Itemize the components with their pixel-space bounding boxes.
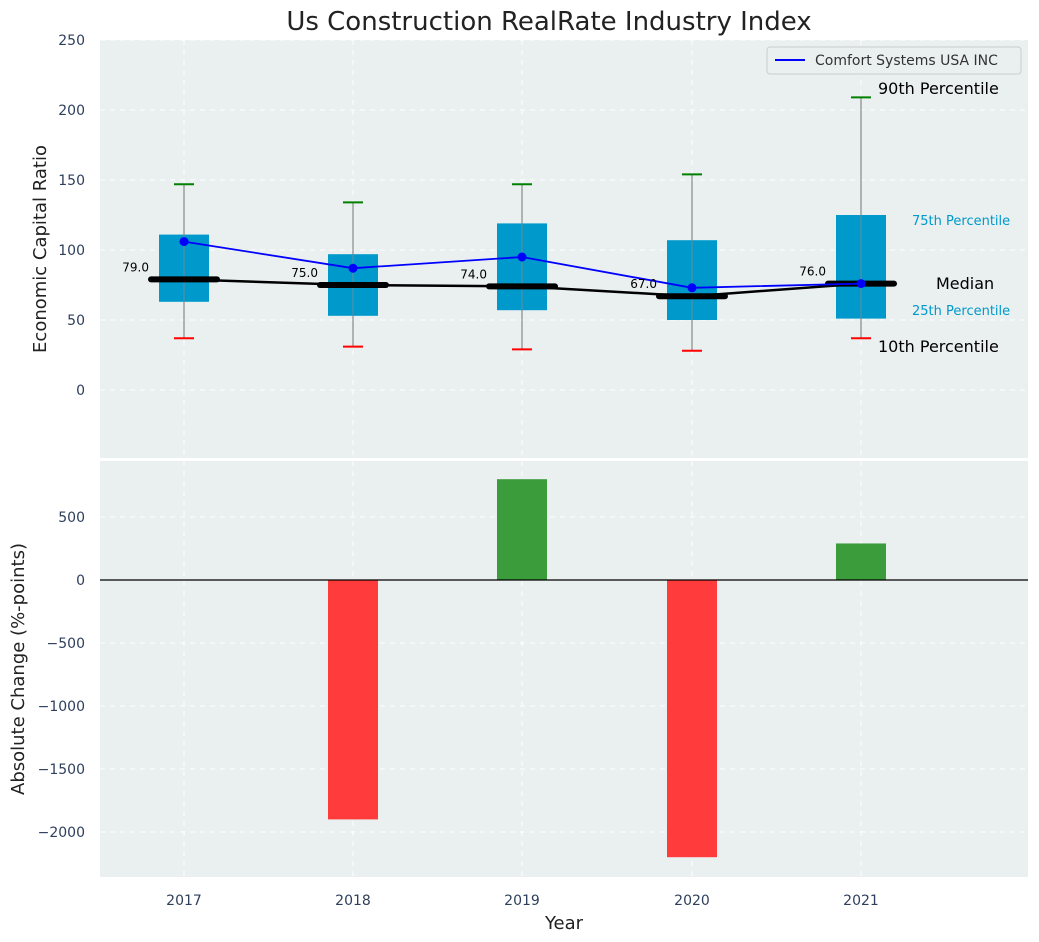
box-panel-ytick-label: 100	[58, 243, 85, 259]
box-panel-background	[100, 40, 1028, 458]
series-point-2019	[517, 252, 527, 262]
annotation-p10: 10th Percentile	[878, 337, 999, 356]
bar-panel-ytick-label: 0	[76, 573, 85, 589]
xtick-label-2019: 2019	[504, 893, 540, 909]
bar-panel-ytick-label: −1500	[38, 762, 85, 778]
annotation-p25: 25th Percentile	[912, 304, 1010, 319]
box-panel-ytick-label: 200	[58, 103, 85, 119]
series-point-2017	[179, 237, 189, 247]
bar-2018	[328, 580, 378, 820]
xtick-label-2018: 2018	[335, 893, 371, 909]
bar-2020	[667, 580, 717, 858]
annotation-p90: 90th Percentile	[878, 79, 999, 98]
bar-2019	[497, 479, 547, 580]
box-panel-ytick-label: 0	[76, 383, 85, 399]
median-label-2017: 79.0	[122, 260, 149, 274]
box-panel-ytick-label: 50	[67, 313, 85, 329]
bar-2021	[836, 543, 886, 580]
series-point-2021	[856, 279, 866, 289]
bar-panel-ytick-label: −2000	[38, 825, 85, 841]
bar-panel-xlabel: Year	[544, 913, 584, 934]
series-point-2020	[687, 283, 697, 293]
xtick-label-2020: 2020	[674, 893, 710, 909]
bar-panel-background	[100, 461, 1028, 877]
series-point-2018	[348, 263, 358, 273]
median-label-2018: 75.0	[291, 266, 318, 280]
xtick-label-2017: 2017	[166, 893, 202, 909]
annotation-p75: 75th Percentile	[912, 214, 1010, 229]
box-panel-ytick-label: 250	[58, 33, 85, 49]
bar-panel-ytick-label: −1000	[38, 699, 85, 715]
bar-panel-ylabel: Absolute Change (%-points)	[8, 543, 29, 795]
median-label-2021: 76.0	[799, 265, 826, 279]
xtick-label-2021: 2021	[843, 893, 879, 909]
median-label-2020: 67.0	[630, 277, 657, 291]
chart-title: Us Construction RealRate Industry Index	[286, 7, 811, 37]
legend: Comfort Systems USA INC	[766, 46, 1022, 75]
median-trend-line	[183, 278, 862, 298]
annotation-median: Median	[936, 274, 994, 293]
bar-panel-ytick-label: 500	[58, 510, 85, 526]
bar-panel-ytick-label: −500	[47, 636, 85, 652]
box-panel-ylabel: Economic Capital Ratio	[30, 145, 51, 353]
legend-box	[766, 46, 1022, 75]
box-panel-ytick-label: 150	[58, 173, 85, 189]
legend-entry-comfort-systems: Comfort Systems USA INC	[815, 53, 998, 69]
median-label-2019: 74.0	[460, 267, 487, 281]
